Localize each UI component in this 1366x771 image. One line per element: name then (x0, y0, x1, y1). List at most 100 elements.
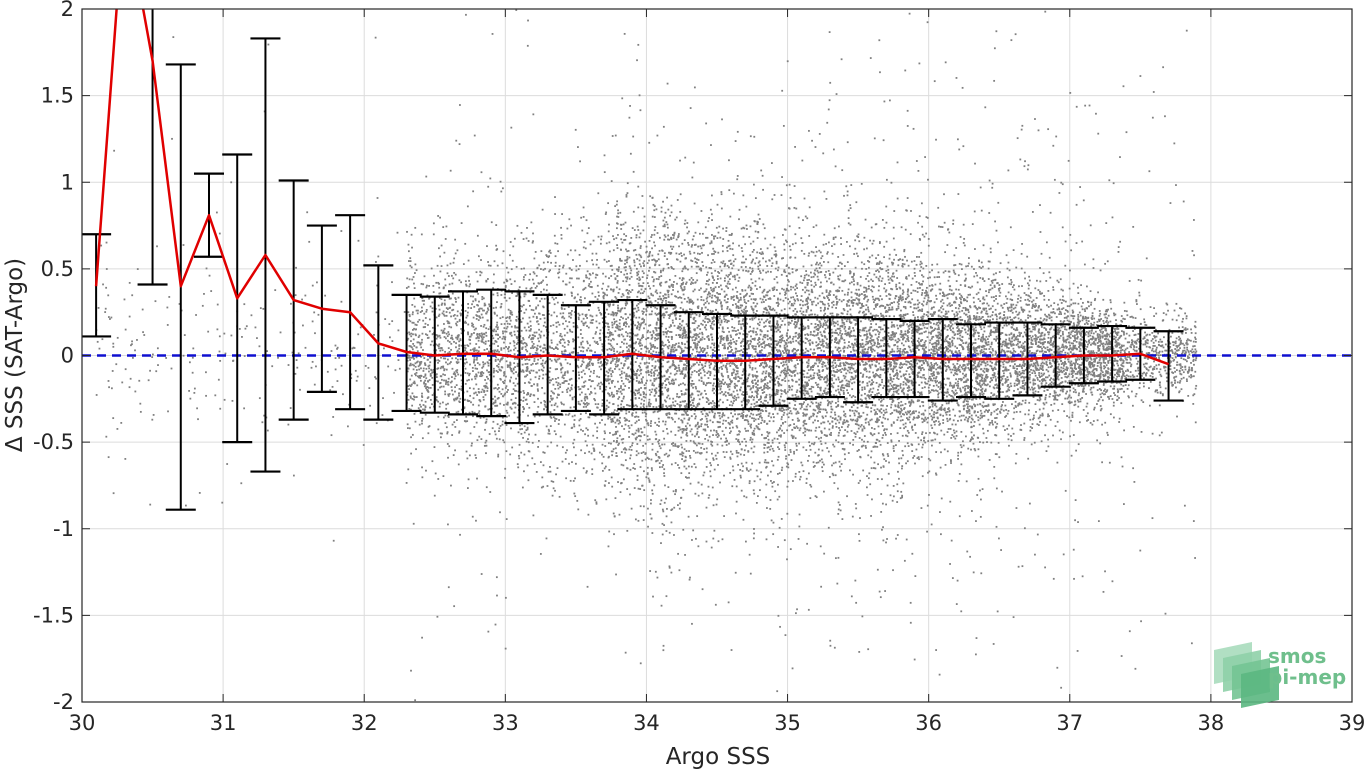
scatter-point (511, 393, 513, 396)
scatter-point (798, 442, 800, 445)
scatter-point (832, 238, 835, 240)
scatter-point (975, 520, 977, 522)
scatter-point (674, 443, 677, 446)
scatter-point (893, 258, 895, 261)
scatter-point (711, 320, 714, 323)
scatter-point (648, 356, 650, 359)
scatter-point (819, 326, 822, 329)
scatter-point (748, 364, 751, 367)
scatter-point (424, 333, 427, 336)
scatter-point (787, 466, 790, 469)
scatter-point (454, 449, 456, 452)
scatter-point (722, 357, 724, 360)
scatter-point (1034, 366, 1037, 369)
scatter-point (1023, 388, 1026, 391)
scatter-point (509, 349, 512, 352)
scatter-point (685, 412, 687, 414)
scatter-point (437, 324, 439, 327)
scatter-point (851, 515, 854, 518)
scatter-point (987, 304, 990, 307)
scatter-point (495, 244, 498, 247)
scatter-point (662, 125, 665, 128)
scatter-point (666, 406, 669, 409)
scatter-point (271, 365, 274, 368)
scatter-point (991, 314, 994, 317)
scatter-point (852, 327, 855, 329)
scatter-point (1068, 320, 1071, 323)
scatter-point (983, 371, 986, 374)
scatter-point (813, 364, 815, 367)
scatter-point (777, 266, 780, 269)
scatter-point (1135, 342, 1138, 345)
scatter-point (718, 412, 721, 414)
scatter-point (454, 252, 457, 255)
scatter-point (878, 362, 880, 365)
scatter-point (961, 86, 964, 89)
scatter-point (937, 393, 940, 396)
scatter-point (683, 286, 686, 288)
scatter-point (777, 546, 779, 548)
scatter-point (787, 396, 790, 399)
scatter-point (554, 265, 557, 267)
scatter-point (935, 649, 938, 651)
scatter-point (1140, 375, 1143, 377)
scatter-point (1064, 489, 1067, 492)
scatter-point (652, 411, 655, 414)
scatter-point (437, 361, 439, 364)
scatter-point (108, 386, 110, 389)
scatter-point (629, 445, 632, 448)
scatter-point (663, 234, 666, 237)
scatter-point (971, 392, 974, 395)
scatter-point (678, 245, 680, 248)
scatter-point (689, 394, 691, 397)
scatter-point (1193, 363, 1195, 366)
scatter-point (138, 379, 141, 382)
scatter-point (475, 375, 478, 378)
scatter-point (452, 454, 455, 457)
scatter-point (409, 364, 412, 367)
scatter-point (951, 423, 954, 426)
scatter-point (432, 291, 435, 294)
scatter-point (615, 299, 618, 302)
scatter-point (1039, 231, 1042, 233)
scatter-point (116, 336, 119, 339)
scatter-point (889, 376, 892, 379)
scatter-point (585, 313, 588, 316)
scatter-point (828, 277, 831, 280)
scatter-point (1020, 365, 1023, 368)
scatter-point (420, 341, 423, 344)
scatter-point (425, 386, 428, 389)
scatter-point (973, 328, 975, 330)
scatter-point (775, 289, 778, 291)
scatter-point (952, 396, 955, 399)
scatter-point (1092, 324, 1095, 326)
scatter-point (1004, 366, 1007, 369)
scatter-point (587, 402, 590, 405)
scatter-point (899, 411, 902, 414)
scatter-point (550, 341, 553, 344)
scatter-point (586, 342, 589, 345)
scatter-point (869, 419, 872, 422)
scatter-point (258, 345, 261, 348)
scatter-point (645, 476, 648, 479)
scatter-point (1075, 340, 1078, 343)
scatter-point (753, 317, 756, 320)
scatter-point (555, 361, 558, 363)
scatter-point (1090, 329, 1093, 332)
scatter-point (422, 408, 424, 411)
scatter-point (934, 402, 937, 405)
scatter-point (761, 278, 764, 281)
scatter-point (535, 307, 537, 310)
scatter-point (1182, 358, 1185, 361)
scatter-point (1164, 369, 1167, 372)
scatter-point (819, 545, 822, 548)
scatter-point (1119, 156, 1121, 158)
scatter-point (536, 362, 539, 365)
scatter-point (719, 382, 722, 385)
scatter-point (672, 379, 675, 382)
scatter-point (556, 301, 559, 304)
scatter-point (655, 454, 658, 457)
scatter-point (635, 438, 637, 441)
scatter-point (450, 297, 452, 300)
scatter-point (651, 365, 654, 367)
